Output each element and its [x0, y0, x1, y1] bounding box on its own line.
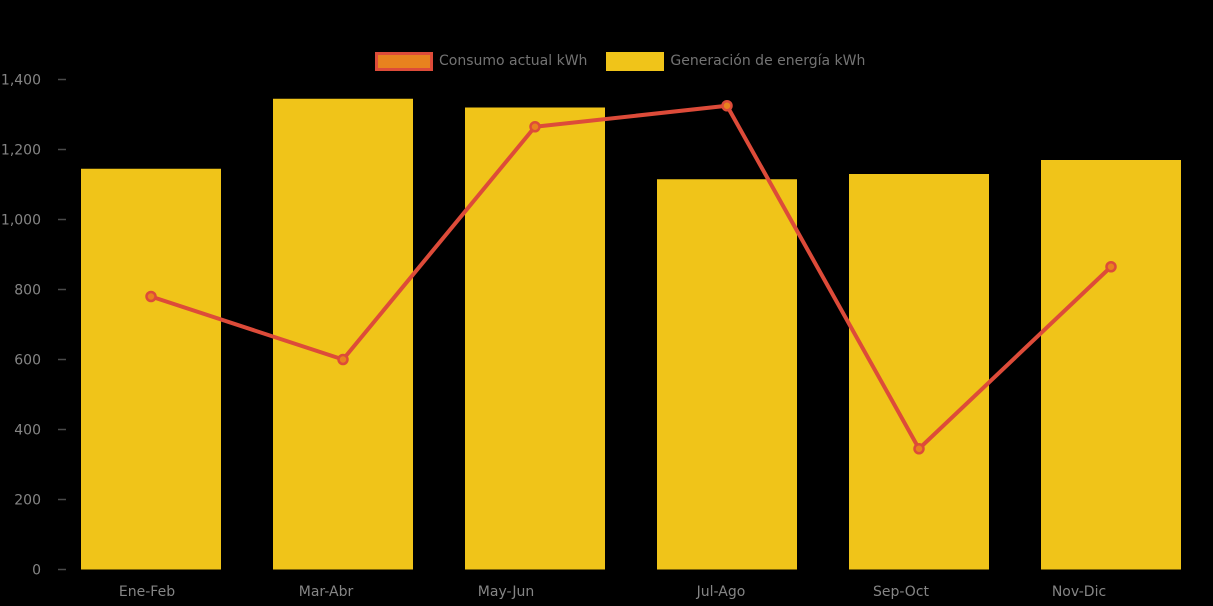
x-axis-label-jul-ago: Jul-Ago [696, 584, 746, 600]
consumo-point-jul-ago[interactable] [721, 100, 733, 112]
consumo-point-sep-oct[interactable] [913, 443, 925, 455]
legend-label-consumo: Consumo actual kWh [439, 53, 588, 69]
bar-nov-dic[interactable] [1041, 160, 1181, 570]
y-axis-tick-label: 1,000 [1, 213, 41, 229]
y-axis-tick-label: 600 [14, 353, 41, 369]
x-axis-label-sep-oct: Sep-Oct [873, 584, 930, 600]
bar-ene-feb[interactable] [81, 168, 221, 570]
x-axis-label-mar-abr: Mar-Abr [299, 584, 354, 600]
y-axis-tick-label: 0 [32, 563, 41, 579]
consumo-point-nov-dic[interactable] [1105, 261, 1117, 273]
legend: Consumo actual kWh Generación de energía… [375, 52, 865, 71]
legend-item-generacion[interactable]: Generación de energía kWh [606, 52, 865, 71]
consumo-point-mar-abr[interactable] [337, 353, 349, 366]
legend-label-generacion: Generación de energía kWh [670, 53, 866, 69]
consumo-point-ene-feb[interactable] [145, 290, 157, 303]
bar-jul-ago[interactable] [657, 179, 797, 570]
x-axis-label-ene-feb: Ene-Feb [119, 584, 175, 600]
consumo-line [149, 103, 1113, 451]
legend-item-consumo[interactable]: Consumo actual kWh [375, 52, 587, 71]
bar-mar-abr[interactable] [273, 98, 413, 570]
y-axis-tick-label: 800 [14, 283, 41, 299]
y-axis-tick-label: 200 [14, 493, 41, 509]
x-axis-label-may-jun: May-Jun [478, 584, 534, 600]
legend-swatch-generacion-icon [606, 52, 665, 71]
legend-swatch-consumo-icon [375, 52, 433, 71]
y-axis-tick-label: 1,400 [1, 73, 41, 89]
consumo-point-may-jun[interactable] [529, 121, 541, 133]
y-axis-tick-label: 400 [14, 423, 41, 439]
bar-may-jun[interactable] [465, 107, 605, 570]
y-axis-tick-label: 1,200 [1, 143, 41, 159]
bar-sep-oct[interactable] [849, 174, 989, 570]
x-axis-label-nov-dic: Nov-Dic [1052, 584, 1106, 600]
